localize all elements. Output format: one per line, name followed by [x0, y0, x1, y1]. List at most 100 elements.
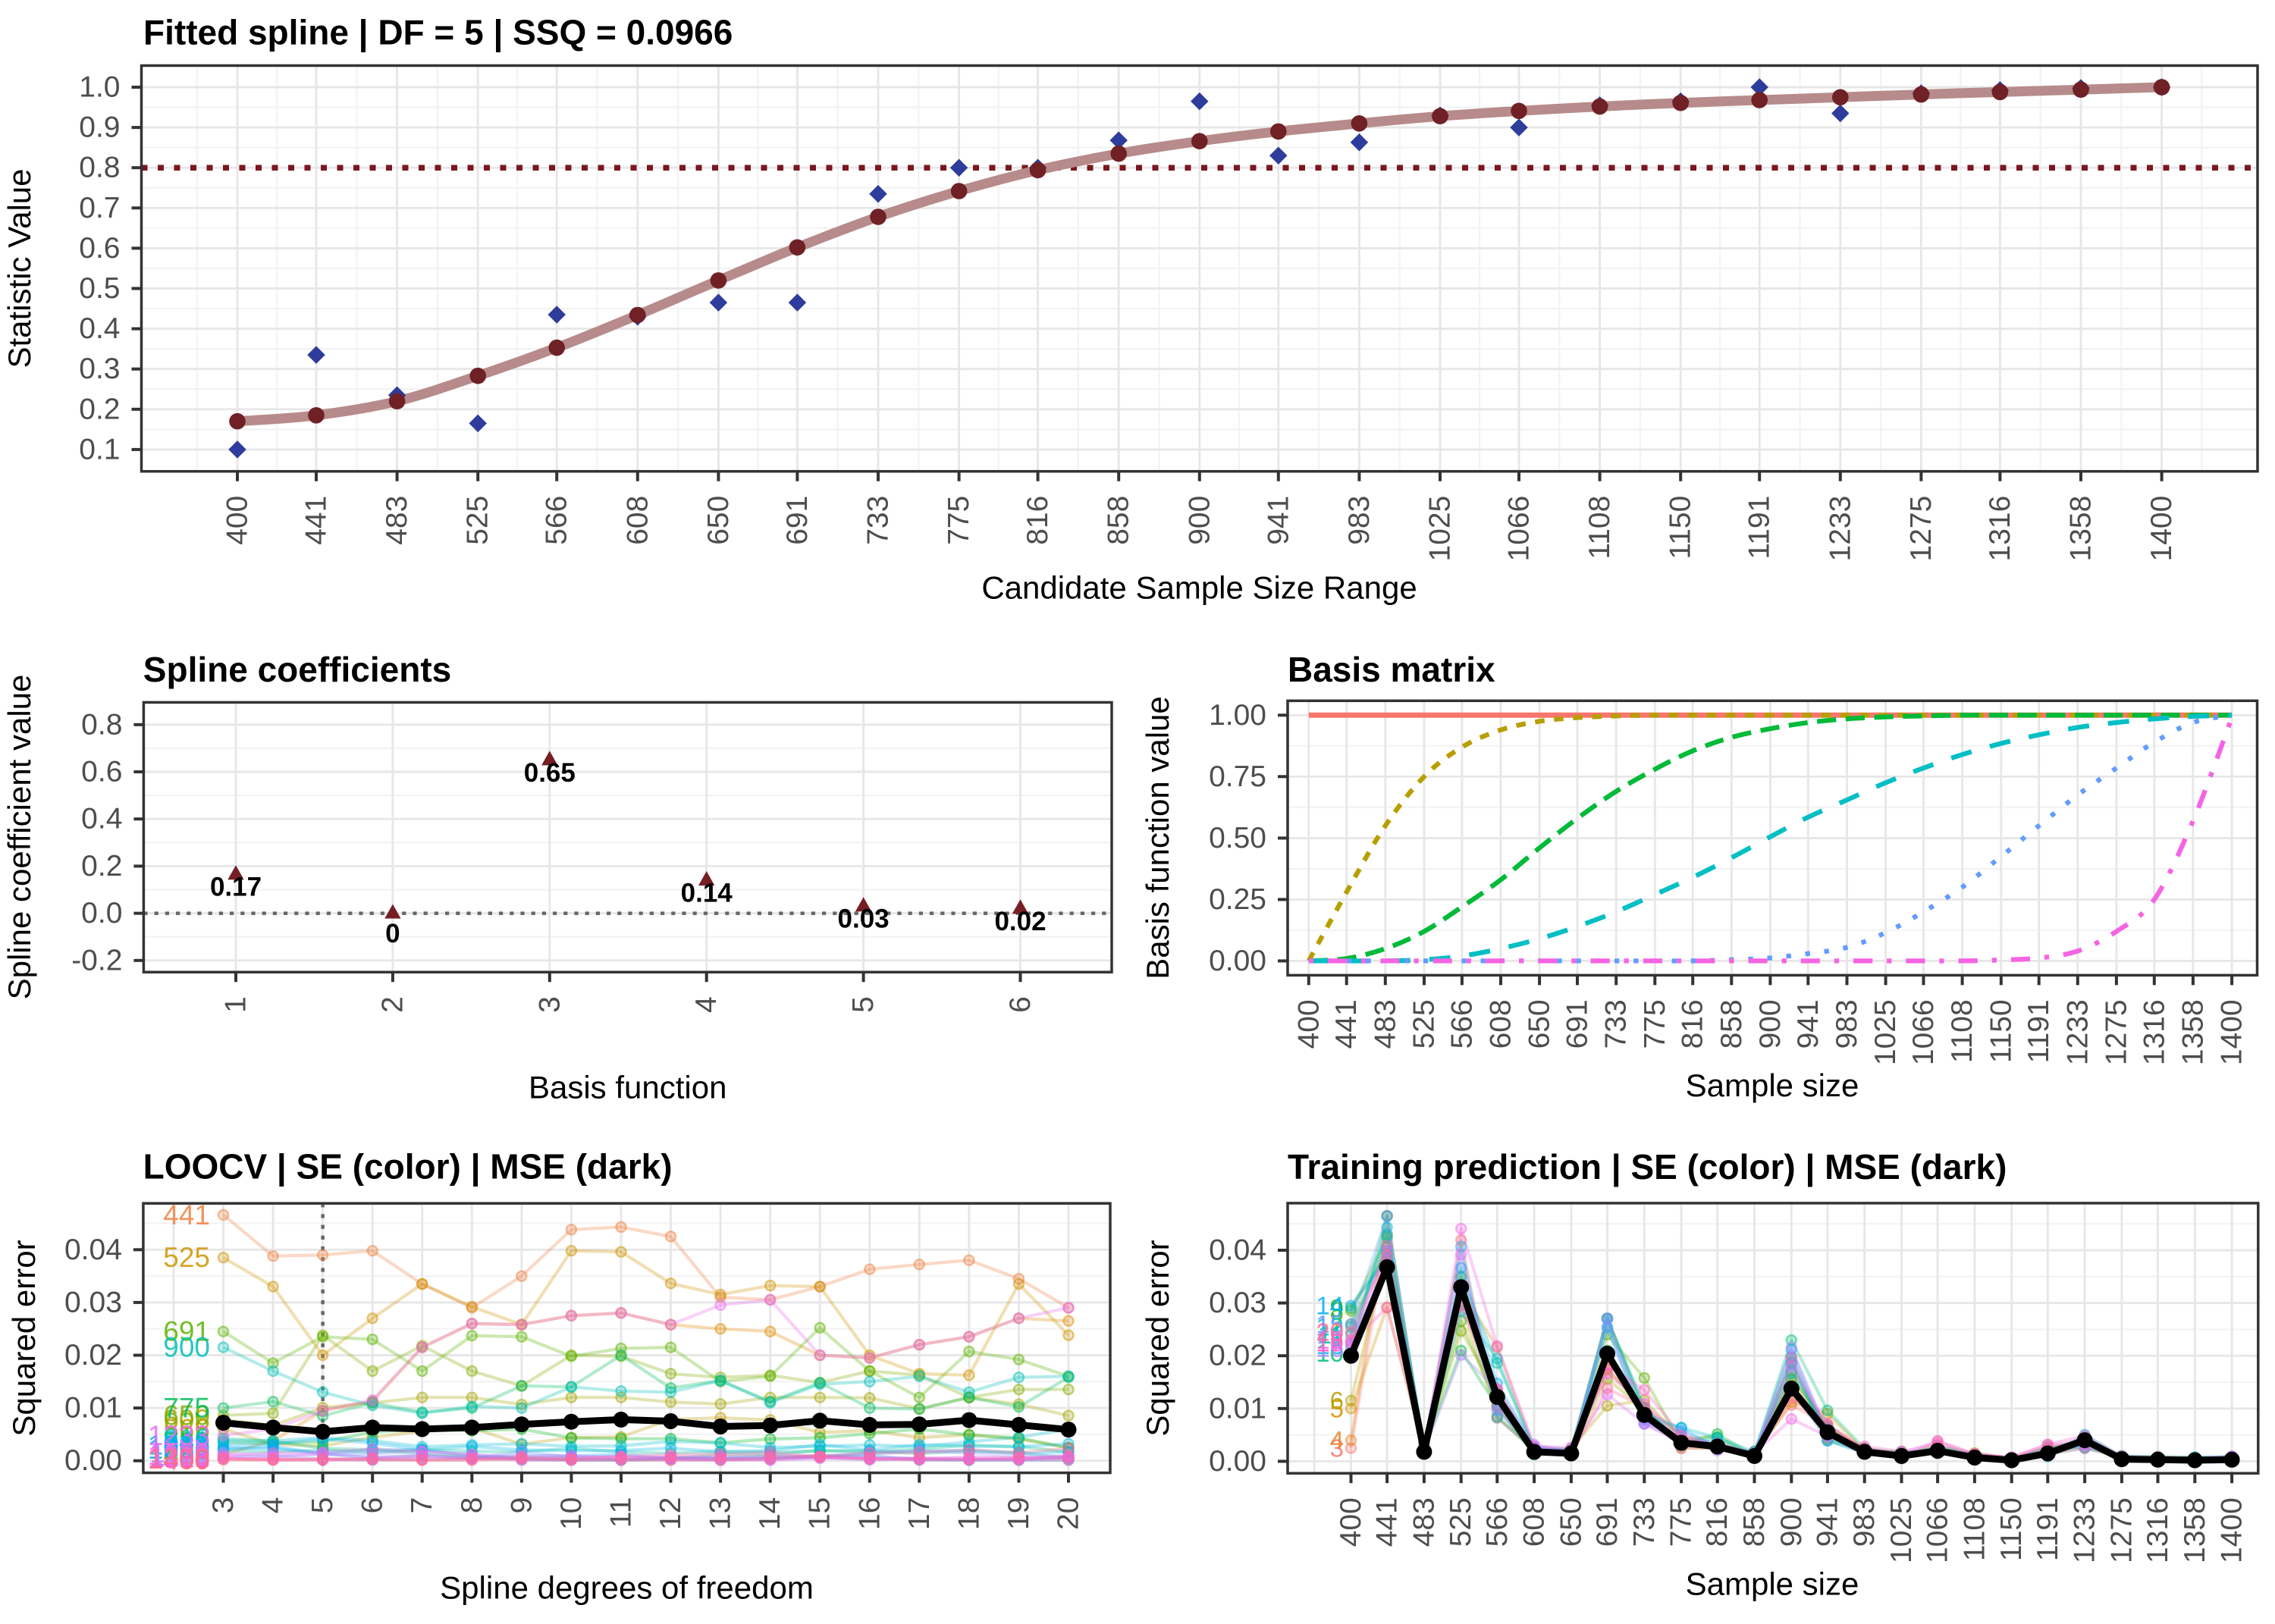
svg-text:15: 15 [804, 1497, 836, 1530]
svg-text:483: 483 [381, 496, 413, 545]
svg-text:0.00: 0.00 [1209, 1445, 1266, 1478]
svg-text:0.01: 0.01 [1209, 1392, 1266, 1425]
svg-text:441: 441 [300, 496, 333, 545]
svg-text:0.03: 0.03 [838, 904, 890, 934]
svg-text:Candidate Sample Size Range: Candidate Sample Size Range [981, 570, 1417, 606]
svg-text:566: 566 [541, 496, 573, 545]
svg-text:1358: 1358 [2065, 496, 2098, 562]
svg-text:1066: 1066 [1907, 999, 1940, 1065]
svg-text:0.1: 0.1 [79, 433, 120, 466]
svg-text:0.6: 0.6 [81, 756, 122, 788]
svg-text:10: 10 [1316, 1339, 1344, 1367]
svg-text:816: 816 [1701, 1497, 1734, 1547]
svg-text:0.0: 0.0 [81, 897, 122, 930]
svg-text:3: 3 [1330, 1434, 1344, 1463]
svg-text:900: 900 [163, 1332, 210, 1363]
svg-text:1066: 1066 [1503, 496, 1536, 562]
svg-text:900: 900 [1183, 496, 1216, 545]
svg-text:1400: 1400 [148, 1444, 210, 1475]
svg-text:1400: 1400 [2216, 999, 2248, 1065]
svg-text:LOOCV | SE (color) | MSE (dark: LOOCV | SE (color) | MSE (dark) [143, 1147, 673, 1187]
svg-text:14: 14 [1316, 1292, 1344, 1320]
svg-text:Basis function: Basis function [529, 1070, 726, 1105]
svg-text:775: 775 [1665, 1497, 1698, 1547]
svg-text:16: 16 [853, 1497, 886, 1530]
svg-text:0.2: 0.2 [79, 393, 120, 425]
svg-text:1108: 1108 [1958, 1497, 1991, 1561]
svg-text:0.04: 0.04 [64, 1234, 122, 1266]
svg-text:1233: 1233 [2069, 1497, 2101, 1563]
svg-text:5: 5 [306, 1497, 339, 1514]
svg-text:18: 18 [952, 1497, 985, 1530]
svg-text:Squared error: Squared error [1140, 1240, 1175, 1436]
svg-text:3: 3 [533, 996, 566, 1013]
svg-text:2: 2 [376, 996, 409, 1013]
svg-text:19: 19 [1003, 1497, 1035, 1530]
svg-text:608: 608 [621, 496, 654, 545]
svg-text:1191: 1191 [149, 1441, 210, 1472]
svg-text:1191: 1191 [2032, 1497, 2064, 1561]
svg-text:1358: 1358 [148, 1443, 210, 1474]
svg-text:733: 733 [163, 1427, 210, 1458]
svg-text:1150: 1150 [1995, 1497, 2028, 1561]
svg-text:0.50: 0.50 [1209, 822, 1266, 854]
svg-text:1400: 1400 [2145, 496, 2178, 562]
svg-text:775: 775 [163, 1393, 210, 1424]
svg-text:1400: 1400 [2216, 1497, 2248, 1563]
svg-text:Sample size: Sample size [1686, 1068, 1859, 1103]
svg-text:566: 566 [1481, 1497, 1514, 1547]
svg-text:20: 20 [1053, 1497, 1085, 1530]
svg-text:1066: 1066 [1922, 1497, 1954, 1563]
svg-text:1275: 1275 [2105, 1497, 2138, 1563]
svg-text:19: 19 [1316, 1328, 1344, 1356]
svg-text:1191: 1191 [1743, 496, 1776, 560]
svg-text:691: 691 [163, 1316, 210, 1347]
svg-text:0.8: 0.8 [79, 152, 120, 184]
svg-text:11: 11 [605, 1497, 638, 1528]
svg-text:Basis matrix: Basis matrix [1288, 650, 1495, 689]
svg-text:400: 400 [221, 496, 254, 545]
svg-text:0.4: 0.4 [79, 312, 120, 345]
svg-text:650: 650 [1523, 999, 1556, 1049]
svg-text:983: 983 [1831, 999, 1863, 1049]
svg-text:441: 441 [1371, 1497, 1404, 1547]
svg-text:Statistic Value: Statistic Value [2, 168, 37, 368]
svg-text:650: 650 [163, 1400, 210, 1431]
svg-text:983: 983 [1343, 496, 1376, 545]
svg-text:775: 775 [1639, 999, 1671, 1049]
svg-text:1316: 1316 [2138, 999, 2170, 1065]
svg-text:941: 941 [1262, 496, 1294, 545]
svg-text:900: 900 [1754, 999, 1787, 1049]
svg-text:0.6: 0.6 [79, 232, 120, 265]
svg-text:1358: 1358 [2176, 999, 2209, 1065]
svg-text:1275: 1275 [2100, 999, 2132, 1065]
svg-text:983: 983 [163, 1432, 210, 1463]
svg-text:1316: 1316 [148, 1443, 210, 1474]
svg-text:941: 941 [1792, 999, 1825, 1049]
svg-text:Fitted spline | DF = 5 | SSQ =: Fitted spline | DF = 5 | SSQ = 0.0966 [143, 13, 733, 52]
svg-text:0.5: 0.5 [79, 272, 120, 305]
svg-text:400: 400 [1292, 999, 1325, 1049]
svg-text:525: 525 [1408, 999, 1441, 1049]
svg-text:9: 9 [505, 1497, 538, 1514]
svg-text:441: 441 [1330, 999, 1363, 1049]
svg-text:858: 858 [163, 1434, 210, 1466]
svg-text:12: 12 [654, 1497, 687, 1530]
svg-text:14: 14 [754, 1497, 786, 1530]
svg-text:858: 858 [1738, 1497, 1771, 1547]
svg-text:1233: 1233 [2061, 999, 2094, 1065]
svg-text:0.9: 0.9 [79, 111, 120, 144]
svg-text:816: 816 [1021, 496, 1054, 545]
svg-text:0: 0 [385, 919, 400, 948]
svg-text:566: 566 [163, 1413, 210, 1444]
svg-text:1025: 1025 [148, 1429, 210, 1460]
svg-text:1233: 1233 [1824, 496, 1856, 562]
svg-text:566: 566 [1445, 999, 1478, 1049]
svg-text:0.02: 0.02 [1209, 1340, 1266, 1372]
svg-text:400: 400 [163, 1444, 210, 1475]
svg-text:Spline coefficients: Spline coefficients [143, 650, 451, 689]
svg-text:0.01: 0.01 [64, 1392, 122, 1425]
svg-text:525: 525 [1445, 1497, 1477, 1547]
svg-text:0.25: 0.25 [1209, 883, 1266, 916]
svg-text:1150: 1150 [149, 1437, 210, 1469]
